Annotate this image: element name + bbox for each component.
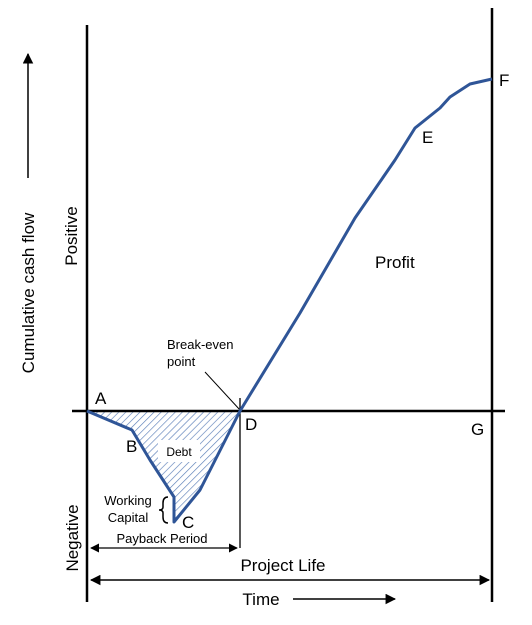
label-point-d: D: [245, 415, 257, 434]
debt-region: [87, 411, 240, 522]
label-point-g: G: [471, 420, 484, 439]
label-project-life: Project Life: [240, 556, 325, 575]
label-y-axis: Cumulative cash flow: [19, 212, 38, 373]
debt-label-background: [158, 440, 200, 462]
label-working-capital-line2: Capital: [108, 510, 149, 525]
label-negative: Negative: [63, 504, 82, 571]
label-point-b: B: [126, 437, 137, 456]
label-payback-period: Payback Period: [116, 531, 207, 546]
label-debt: Debt: [166, 445, 192, 459]
cash-flow-curve: [86, 77, 493, 524]
label-point-c: C: [182, 513, 194, 532]
label-profit: Profit: [375, 253, 415, 272]
break-even-leader-line: [204, 371, 241, 411]
label-break-even-line2: point: [167, 354, 196, 369]
label-break-even-line1: Break-even: [167, 337, 233, 352]
label-working-capital-line1: Working: [104, 493, 151, 508]
label-point-a: A: [95, 389, 107, 408]
label-point-e: E: [422, 128, 433, 147]
label-positive: Positive: [62, 206, 81, 266]
working-capital-brace: [158, 496, 169, 524]
label-point-f: F: [499, 71, 509, 90]
label-time: Time: [242, 590, 279, 609]
